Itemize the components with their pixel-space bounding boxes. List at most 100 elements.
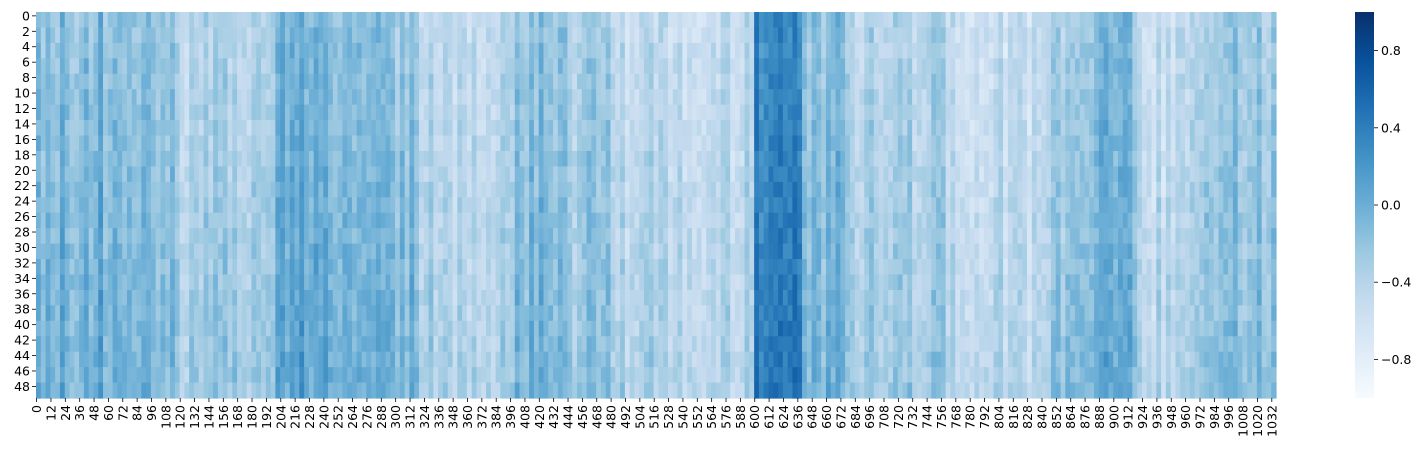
heatmap-cell	[682, 73, 688, 90]
heatmap-cell	[902, 367, 908, 384]
heatmap-cell	[375, 243, 382, 260]
heatmap-cell	[117, 120, 123, 137]
heatmap-cell	[701, 135, 707, 152]
heatmap-cell	[112, 305, 118, 322]
heatmap-cell	[859, 351, 865, 368]
heatmap-cell	[318, 274, 324, 291]
heatmap-cell	[634, 120, 640, 137]
heatmap-cell	[79, 382, 85, 399]
heatmap-cell	[883, 305, 889, 322]
heatmap-cell	[509, 27, 516, 44]
heatmap-cell	[816, 104, 822, 121]
heatmap-cell	[64, 367, 71, 384]
heatmap-cell	[615, 73, 621, 90]
heatmap-cell	[294, 89, 300, 106]
heatmap-cell	[36, 351, 42, 368]
heatmap-cell	[682, 181, 688, 198]
heatmap-cell	[816, 212, 822, 229]
heatmap-cell	[131, 27, 138, 44]
heatmap-cell	[845, 135, 851, 152]
heatmap-cell	[610, 58, 616, 75]
heatmap-cell	[524, 351, 530, 368]
heatmap-cell	[414, 289, 420, 306]
heatmap-cell	[457, 382, 463, 399]
heatmap-cell	[864, 89, 870, 106]
heatmap-cell	[275, 166, 281, 183]
heatmap-cell	[864, 27, 870, 44]
heatmap-cell	[280, 367, 286, 384]
heatmap-cell	[265, 27, 272, 44]
heatmap-cell	[136, 243, 142, 260]
heatmap-cell	[672, 104, 679, 121]
heatmap-cell	[806, 150, 813, 167]
heatmap-cell	[945, 212, 952, 229]
heatmap-cell	[213, 42, 219, 59]
heatmap-cell	[567, 228, 573, 245]
heatmap-cell	[811, 367, 817, 384]
heatmap-cell	[380, 27, 387, 44]
heatmap-cell	[878, 12, 885, 29]
heatmap-cell	[806, 166, 813, 183]
heatmap-cell	[126, 320, 133, 337]
heatmap-cell	[792, 27, 798, 44]
heatmap-cell	[883, 243, 889, 260]
heatmap-cell	[347, 181, 353, 198]
heatmap-cell	[423, 150, 430, 167]
heatmap-cell	[979, 150, 985, 167]
heatmap-cell	[486, 289, 492, 306]
heatmap-cell	[830, 135, 837, 152]
heatmap-cell	[59, 259, 66, 276]
heatmap-cell	[509, 89, 516, 106]
heatmap-cell	[907, 382, 913, 399]
heatmap-cell	[739, 228, 746, 245]
heatmap-cell	[404, 336, 411, 353]
heatmap-cell	[711, 243, 717, 260]
heatmap-cell	[653, 104, 659, 121]
heatmap-cell	[749, 336, 755, 353]
heatmap-cell	[112, 27, 118, 44]
heatmap-cell	[193, 58, 200, 75]
heatmap-cell	[88, 58, 95, 75]
heatmap-cell	[696, 259, 703, 276]
heatmap-cell	[983, 89, 990, 106]
heatmap-cell	[208, 259, 214, 276]
heatmap-cell	[117, 382, 123, 399]
heatmap-cell	[69, 367, 75, 384]
heatmap-cell	[486, 382, 492, 399]
heatmap-cell	[256, 135, 262, 152]
heatmap-cell	[849, 166, 856, 183]
heatmap-cell	[529, 104, 535, 121]
heatmap-cell	[93, 212, 99, 229]
heatmap-cell	[825, 259, 832, 276]
heatmap-cell	[778, 166, 784, 183]
heatmap-cell	[988, 197, 995, 214]
heatmap-cell	[222, 320, 229, 337]
heatmap-cell	[720, 104, 727, 121]
heatmap-cell	[773, 89, 779, 106]
heatmap-cell	[758, 181, 765, 198]
heatmap-cell	[198, 228, 205, 245]
heatmap-cell	[907, 228, 913, 245]
heatmap-cell	[629, 27, 636, 44]
heatmap-cell	[88, 12, 95, 29]
heatmap-cell	[600, 73, 607, 90]
heatmap-cell	[687, 12, 693, 29]
heatmap-cell	[371, 274, 377, 291]
heatmap-cell	[577, 12, 583, 29]
heatmap-cell	[438, 89, 444, 106]
heatmap-cell	[878, 289, 885, 306]
heatmap-cell	[581, 89, 588, 106]
heatmap-cell	[773, 166, 779, 183]
heatmap-cell	[237, 351, 243, 368]
heatmap-cell	[495, 212, 501, 229]
heatmap-cell	[701, 73, 707, 90]
heatmap-cell	[778, 367, 784, 384]
heatmap-cell	[342, 166, 348, 183]
heatmap-cell	[371, 58, 377, 75]
heatmap-cell	[117, 336, 123, 353]
heatmap-cell	[648, 320, 655, 337]
heatmap-cell	[419, 104, 425, 121]
heatmap-cell	[256, 120, 262, 137]
heatmap-cell	[222, 367, 229, 384]
heatmap-cell	[869, 382, 875, 399]
